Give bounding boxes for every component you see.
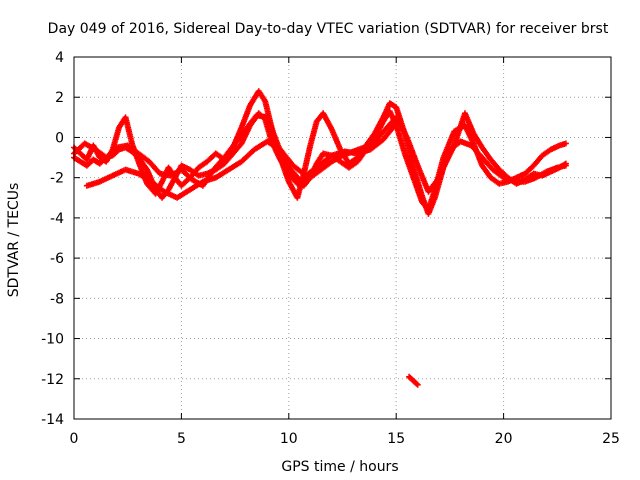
data-point xyxy=(393,120,400,127)
plot-frame xyxy=(73,56,612,420)
data-point xyxy=(562,140,569,147)
y-tick-label: 4 xyxy=(55,50,64,66)
y-tick-label: -12 xyxy=(41,372,64,388)
data-point xyxy=(562,162,569,169)
x-tick-label: 20 xyxy=(495,431,513,447)
y-tick-label: -10 xyxy=(41,332,64,348)
y-tick-label: -14 xyxy=(41,412,64,428)
x-axis-label: GPS time / hours xyxy=(281,459,398,475)
series-outlier xyxy=(406,373,421,388)
y-tick-label: -6 xyxy=(50,251,64,267)
y-tick-label: -2 xyxy=(50,171,64,187)
data-point xyxy=(413,380,420,387)
x-tick-label: 10 xyxy=(280,431,298,447)
y-tick-label: 2 xyxy=(55,90,64,106)
y-axis-label: SDTVAR / TECUs xyxy=(6,183,22,298)
grid xyxy=(74,57,611,419)
x-tick-label: 25 xyxy=(602,431,620,447)
y-tick-label: -8 xyxy=(50,291,64,307)
data-point xyxy=(414,381,421,388)
series-track-3 xyxy=(71,112,569,195)
y-tick-label: -4 xyxy=(50,211,64,227)
chart-title: Day 049 of 2016, Sidereal Day-to-day VTE… xyxy=(48,21,609,37)
x-tick-label: 15 xyxy=(387,431,405,447)
x-tick-label: 5 xyxy=(177,431,186,447)
x-tick-label: 0 xyxy=(70,431,79,447)
data-points xyxy=(71,88,569,388)
y-tick-label: 0 xyxy=(55,130,64,146)
series-track-4 xyxy=(83,120,400,201)
